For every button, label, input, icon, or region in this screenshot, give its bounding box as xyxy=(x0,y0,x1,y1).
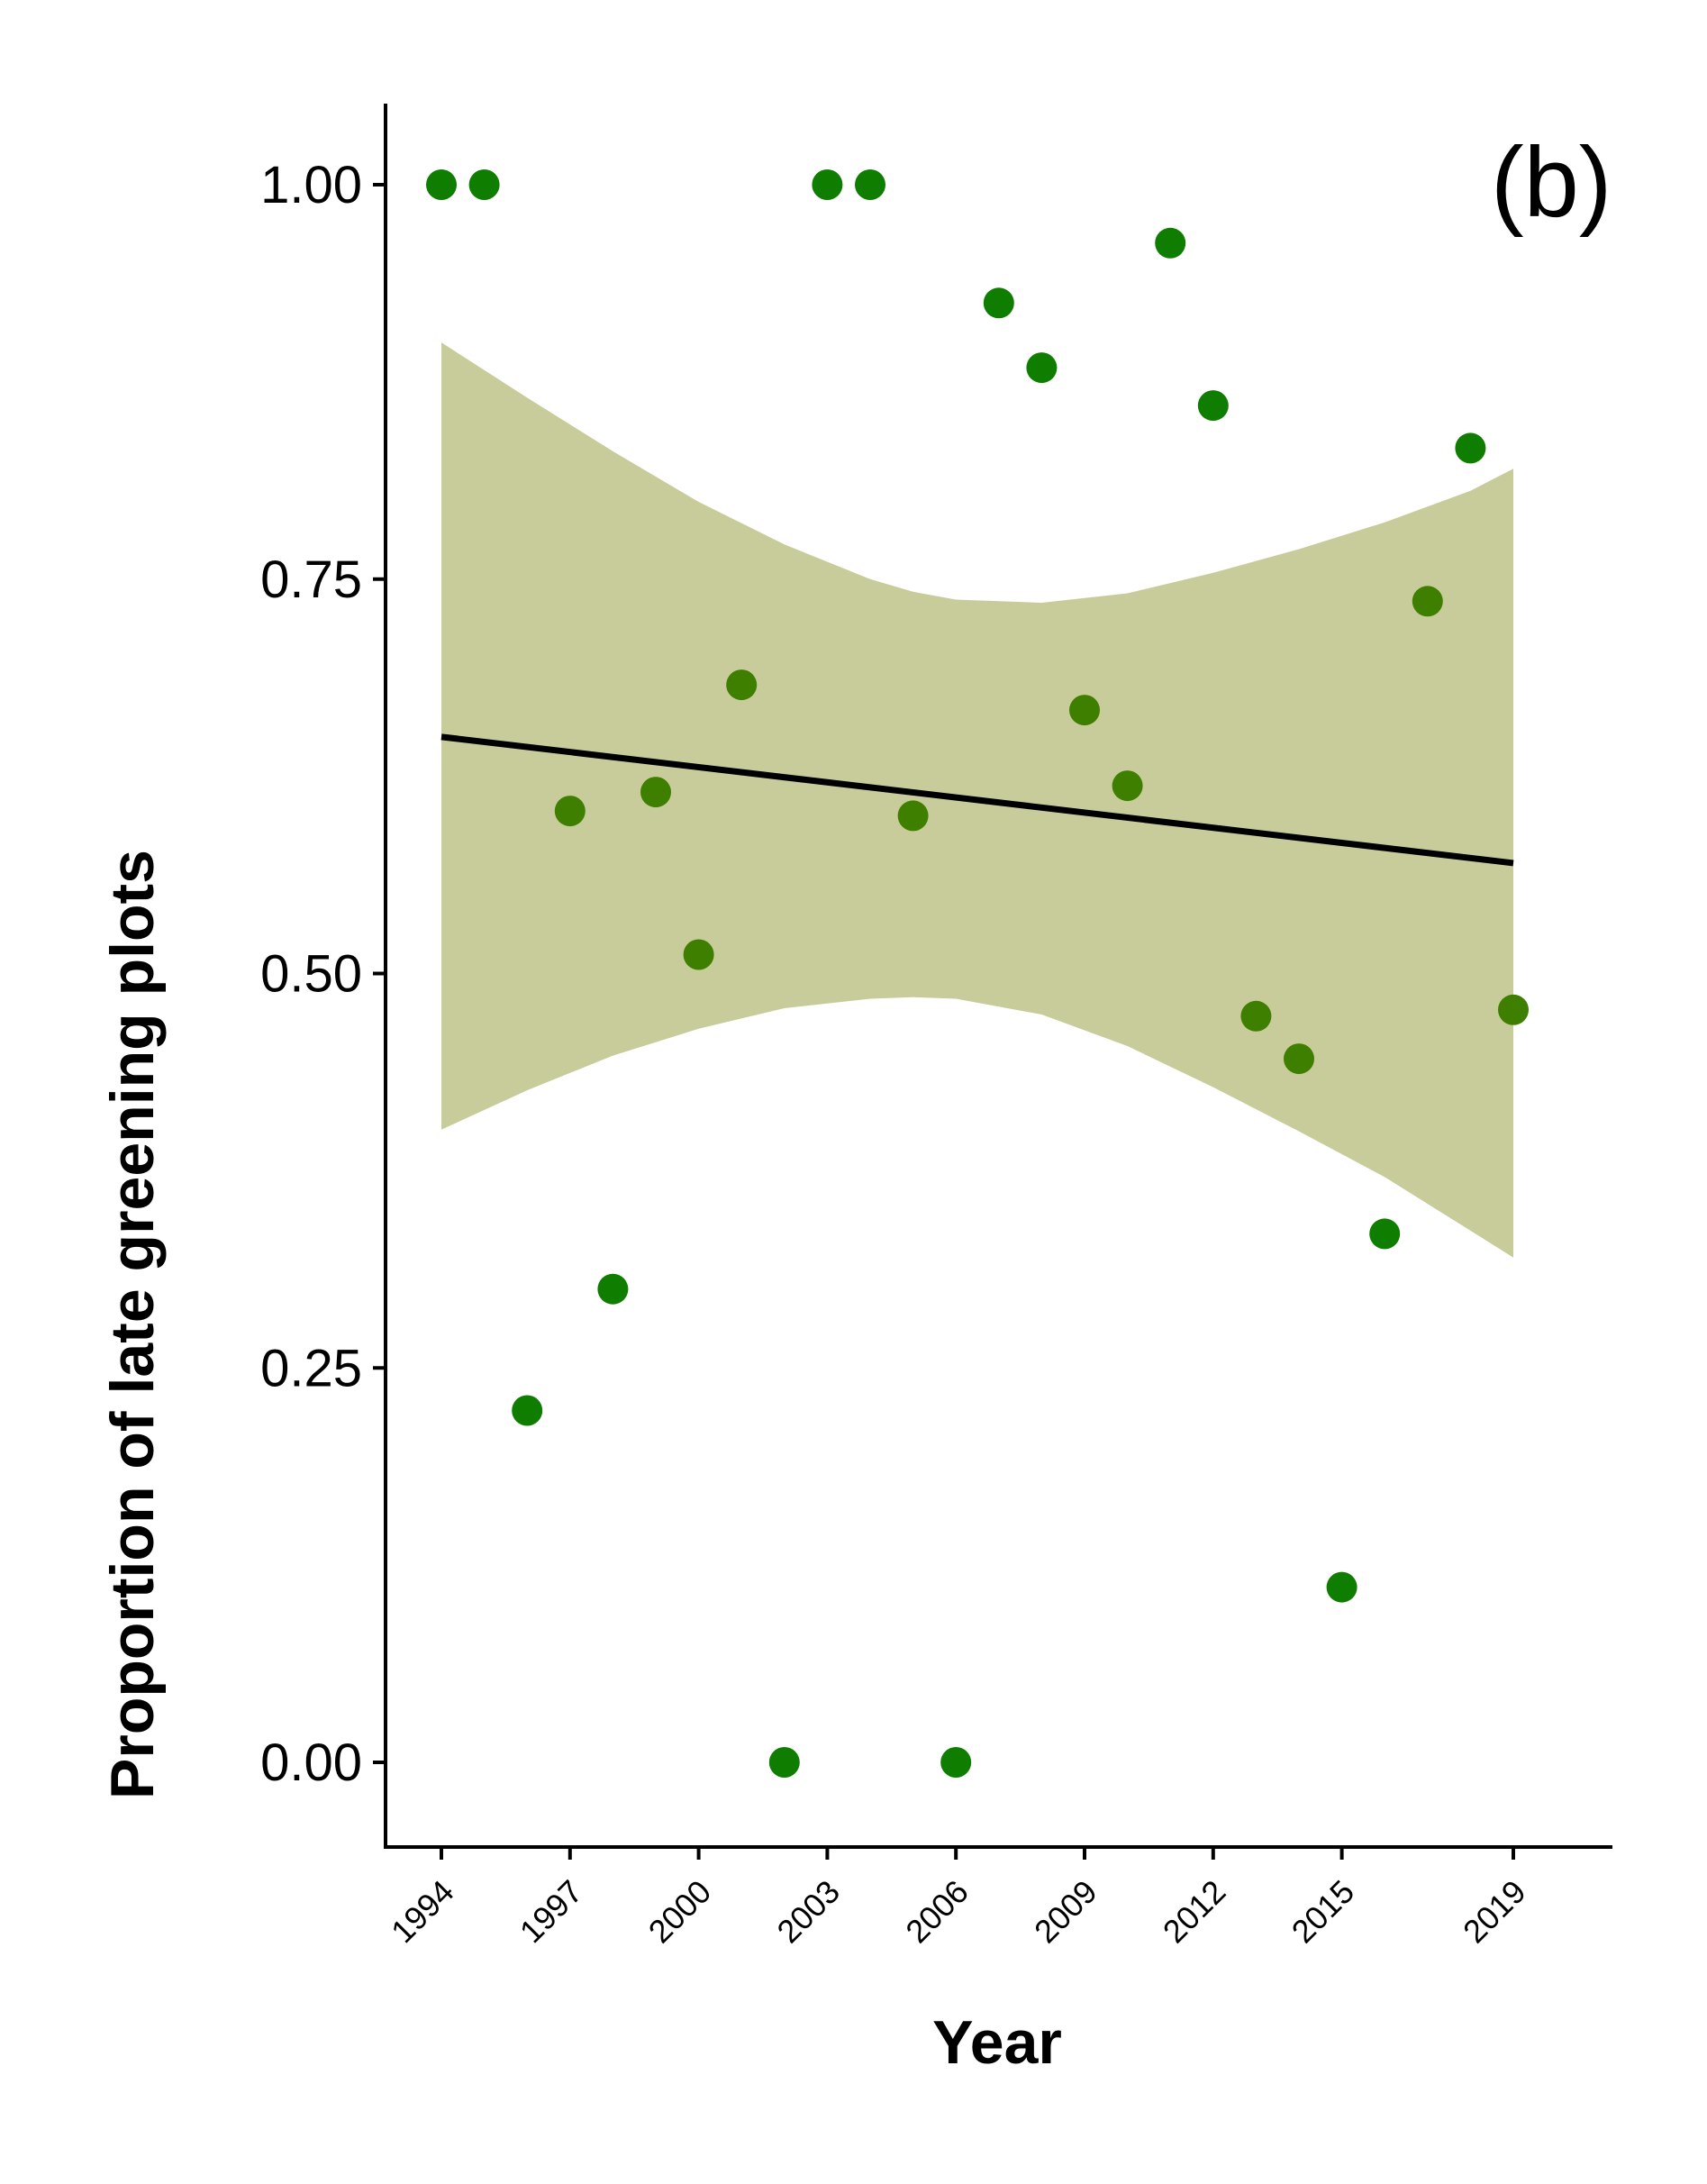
data-point xyxy=(1326,1571,1357,1603)
data-point xyxy=(1455,432,1486,464)
y-tick-label: 0.75 xyxy=(260,551,362,609)
data-point xyxy=(983,287,1014,319)
data-point xyxy=(1284,1043,1314,1075)
data-point xyxy=(1369,1218,1401,1250)
y-tick-label: 0.50 xyxy=(260,945,362,1004)
data-point xyxy=(855,169,885,200)
data-point xyxy=(1069,695,1100,726)
data-point xyxy=(468,169,500,200)
y-tick-label: 0.00 xyxy=(260,1734,362,1792)
y-axis-title: Proportion of late greening plots xyxy=(98,850,167,1799)
data-point xyxy=(768,1747,800,1778)
data-point xyxy=(1112,770,1143,802)
data-point xyxy=(897,800,929,832)
data-point xyxy=(640,777,671,808)
data-point xyxy=(597,1273,629,1305)
data-points-layer xyxy=(426,169,1529,1778)
data-point xyxy=(940,1747,972,1778)
x-axis-title: Year xyxy=(932,2008,1062,2077)
y-tick-label: 1.00 xyxy=(260,156,362,214)
data-point xyxy=(812,169,843,200)
data-point xyxy=(1197,390,1229,422)
y-tick-label: 0.25 xyxy=(260,1339,362,1397)
data-point xyxy=(426,169,457,200)
data-point xyxy=(726,669,758,701)
data-point xyxy=(512,1395,543,1426)
data-point xyxy=(1412,586,1443,617)
trend-line xyxy=(440,733,1514,867)
data-point xyxy=(683,939,714,970)
trend-line-layer xyxy=(440,733,1514,867)
panel-label: (b) xyxy=(1491,127,1612,238)
data-point xyxy=(1498,994,1529,1025)
data-point xyxy=(1240,1000,1272,1032)
data-point xyxy=(554,796,586,827)
data-point xyxy=(1155,227,1186,259)
data-point xyxy=(1026,352,1058,384)
